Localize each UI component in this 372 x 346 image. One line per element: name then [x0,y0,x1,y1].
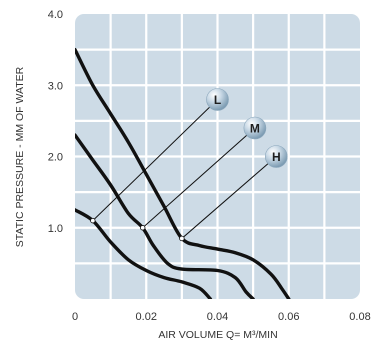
callout-marker-l [90,217,96,224]
callout-label-h: H [272,150,281,164]
curve-h [75,47,291,299]
callout-bubble-h [264,145,288,168]
x-tick-label: 0.08 [349,311,370,323]
curve-l [75,208,213,299]
callout-bubble-m [243,116,267,140]
callouts: L M H [90,88,288,242]
y-axis-label: STATIC PRESSURE - MM OF WATER [14,66,26,247]
y-tick-label: 4.0 [48,9,63,21]
x-tick-label: 0.06 [278,311,299,323]
curves [75,47,291,299]
callout-marker-h [179,235,185,242]
callout-label-m: M [250,121,260,135]
x-tick-label: 0.04 [207,311,228,323]
callout-line-m [142,127,256,229]
x-tick-label: 0 [72,311,78,323]
x-axis-label: AIR VOLUME Q= M³/MIN [158,329,277,341]
y-tick-label: 3.0 [48,80,63,92]
curve-m [75,133,255,299]
y-tick-label: 1.0 [48,223,63,235]
y-tick-label: 2.0 [48,152,63,164]
callout-line-l [92,99,218,221]
callout-bubble-l [206,88,229,111]
grid [75,14,360,299]
tick-labels: 0 0.02 0.04 0.06 0.08 1.0 2.0 3.0 4.0 [48,9,371,323]
callout-line-h [181,156,277,239]
callout-label-l: L [214,93,221,107]
callout-marker-m [139,225,146,231]
x-tick-label: 0.02 [136,311,157,323]
